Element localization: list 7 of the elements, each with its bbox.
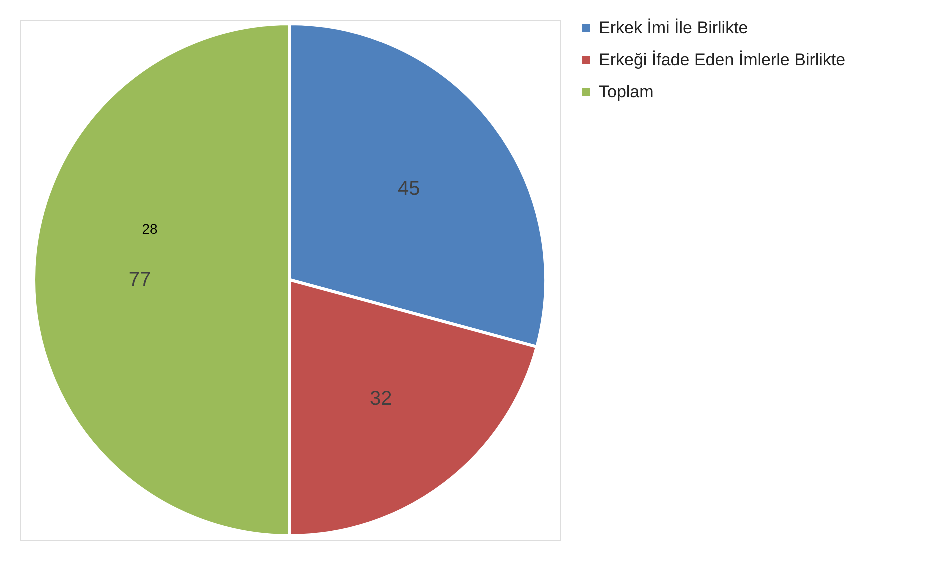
data-label: 45 (398, 178, 420, 200)
data-label: 32 (370, 388, 392, 410)
text: 28 (142, 221, 158, 237)
data-label: 77 (128, 269, 152, 291)
legend-label: Erkeği İfade Eden İmlerle Birlikte (599, 50, 846, 70)
legend-label: Erkek İmi İle Birlikte (599, 18, 748, 38)
legend-label: Toplam (599, 82, 654, 102)
